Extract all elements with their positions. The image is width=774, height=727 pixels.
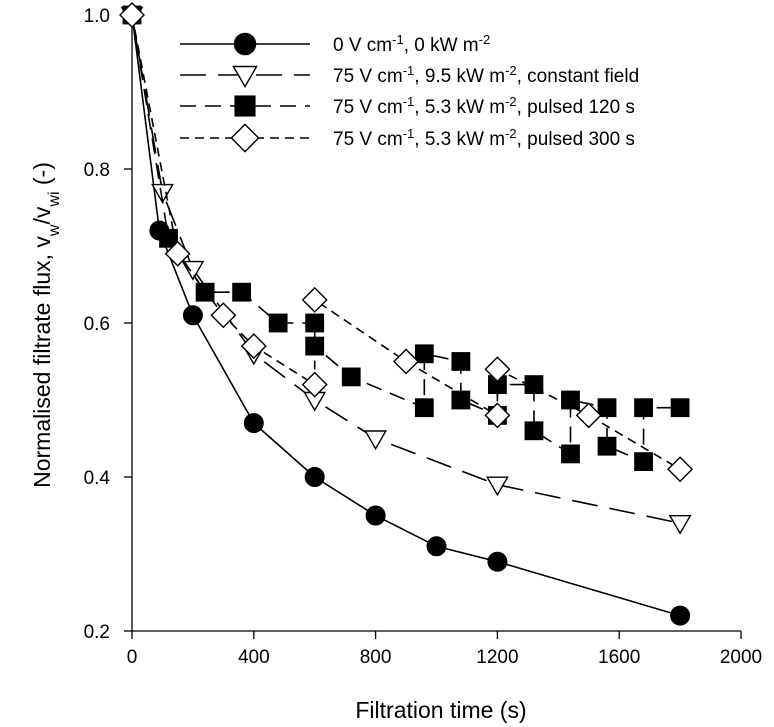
label-part: w xyxy=(46,224,63,237)
label-part: -1 xyxy=(403,94,415,109)
series-4 xyxy=(119,2,694,483)
data-point xyxy=(243,413,264,434)
y-tick-label: 1.0 xyxy=(84,6,110,27)
label-part: -2 xyxy=(505,126,517,141)
data-point xyxy=(670,605,691,626)
data-point xyxy=(195,282,215,302)
label-part: -1 xyxy=(403,63,415,78)
label-part: -1 xyxy=(392,32,404,47)
data-point xyxy=(119,2,145,28)
x-tick-label: 1200 xyxy=(476,647,518,668)
data-point xyxy=(304,467,325,488)
data-point xyxy=(561,390,580,410)
data-point xyxy=(365,505,386,526)
data-point xyxy=(159,228,178,248)
label-part: wi xyxy=(46,192,63,208)
legend-label: 75 V cm-1, 9.5 kW m-2, constant field xyxy=(333,63,639,88)
x-axis: 0 400 800 1200 1600 2000 xyxy=(127,631,762,668)
data-point xyxy=(341,367,361,387)
data-point xyxy=(240,333,267,360)
data-point xyxy=(164,240,191,267)
x-tick-label: 0 xyxy=(127,647,138,668)
data-point xyxy=(597,398,617,418)
series-2 xyxy=(120,6,692,535)
data-point xyxy=(232,282,252,302)
label-part: , constant field xyxy=(517,66,640,87)
series-line xyxy=(131,14,681,470)
label-part: , pulsed 120 s xyxy=(517,97,635,118)
data-point xyxy=(426,536,447,557)
y-axis-title: Normalised filtrate flux, vw/vwi (-) xyxy=(29,162,63,488)
legend-item-3: 75 V cm-1, 5.3 kW m-2, pulsed 120 s xyxy=(180,94,635,119)
label-part: , 0 kW m xyxy=(404,35,479,56)
y-tick-label: 0.2 xyxy=(84,622,110,643)
data-point xyxy=(393,348,420,375)
label-part: , 5.3 kW m xyxy=(414,97,505,118)
data-point xyxy=(301,371,328,398)
label-part: -1 xyxy=(403,126,415,141)
series-line xyxy=(131,14,681,524)
legend-item-4: 75 V cm-1, 5.3 kW m-2, pulsed 300 s xyxy=(180,123,635,153)
legend-label: 75 V cm-1, 5.3 kW m-2, pulsed 120 s xyxy=(333,94,635,119)
data-point xyxy=(234,95,256,117)
data-point xyxy=(524,421,544,441)
data-point xyxy=(414,344,434,364)
y-tick-label: 0.8 xyxy=(84,160,110,181)
data-point xyxy=(364,430,388,451)
x-axis-title: Filtration time (s) xyxy=(355,697,526,723)
legend-item-2: 75 V cm-1, 9.5 kW m-2, constant field xyxy=(180,63,639,88)
data-point xyxy=(524,375,544,394)
label-part: , 5.3 kW m xyxy=(414,129,505,150)
label-part: , 9.5 kW m xyxy=(414,66,505,87)
data-point xyxy=(484,356,511,383)
label-part: Normalised filtrate flux, v xyxy=(29,236,55,488)
label-part: -2 xyxy=(479,32,491,47)
label-part: 75 V cm xyxy=(333,97,403,118)
data-point xyxy=(634,398,653,418)
data-point xyxy=(151,183,174,204)
legend-label: 75 V cm-1, 5.3 kW m-2, pulsed 300 s xyxy=(333,126,635,151)
label-part: (-) xyxy=(29,162,55,191)
x-tick-label: 1600 xyxy=(598,647,640,668)
legend-item-1: 0 V cm-1, 0 kW m-2 xyxy=(180,32,490,57)
data-point xyxy=(575,402,602,429)
label-part: , pulsed 300 s xyxy=(517,129,635,150)
label-part: /v xyxy=(29,206,55,224)
data-point xyxy=(182,305,203,326)
data-point xyxy=(451,352,471,371)
data-point xyxy=(268,313,288,333)
label-part: -2 xyxy=(505,94,517,109)
data-point xyxy=(667,456,694,483)
y-tick-label: 0.6 xyxy=(84,314,110,335)
series-line xyxy=(131,14,681,463)
data-point xyxy=(414,398,434,418)
label-part: 75 V cm xyxy=(333,129,403,150)
data-point xyxy=(597,436,617,456)
data-point xyxy=(484,402,511,429)
series-layer xyxy=(119,2,694,626)
data-point xyxy=(232,65,258,88)
data-point xyxy=(210,302,237,329)
data-point xyxy=(634,452,653,471)
x-tick-label: 800 xyxy=(360,647,392,668)
legend-label: 0 V cm-1, 0 kW m-2 xyxy=(333,32,490,57)
y-tick-label: 0.4 xyxy=(84,468,111,489)
data-point xyxy=(301,286,328,313)
data-point xyxy=(670,398,690,418)
data-point xyxy=(487,551,508,572)
data-point xyxy=(230,123,260,153)
data-point xyxy=(233,32,257,56)
data-point xyxy=(561,444,580,464)
legend: 0 V cm-1, 0 kW m-275 V cm-1, 9.5 kW m-2,… xyxy=(180,32,639,153)
data-point xyxy=(668,515,692,535)
x-tick-label: 2000 xyxy=(720,647,762,668)
label-part: 75 V cm xyxy=(333,66,403,87)
label-part: -2 xyxy=(505,63,517,78)
y-axis: 0.2 0.4 0.6 0.8 1.0 xyxy=(84,6,132,643)
x-tick-label: 400 xyxy=(238,647,270,668)
data-point xyxy=(485,476,509,497)
label-part: 0 V cm xyxy=(333,35,392,56)
